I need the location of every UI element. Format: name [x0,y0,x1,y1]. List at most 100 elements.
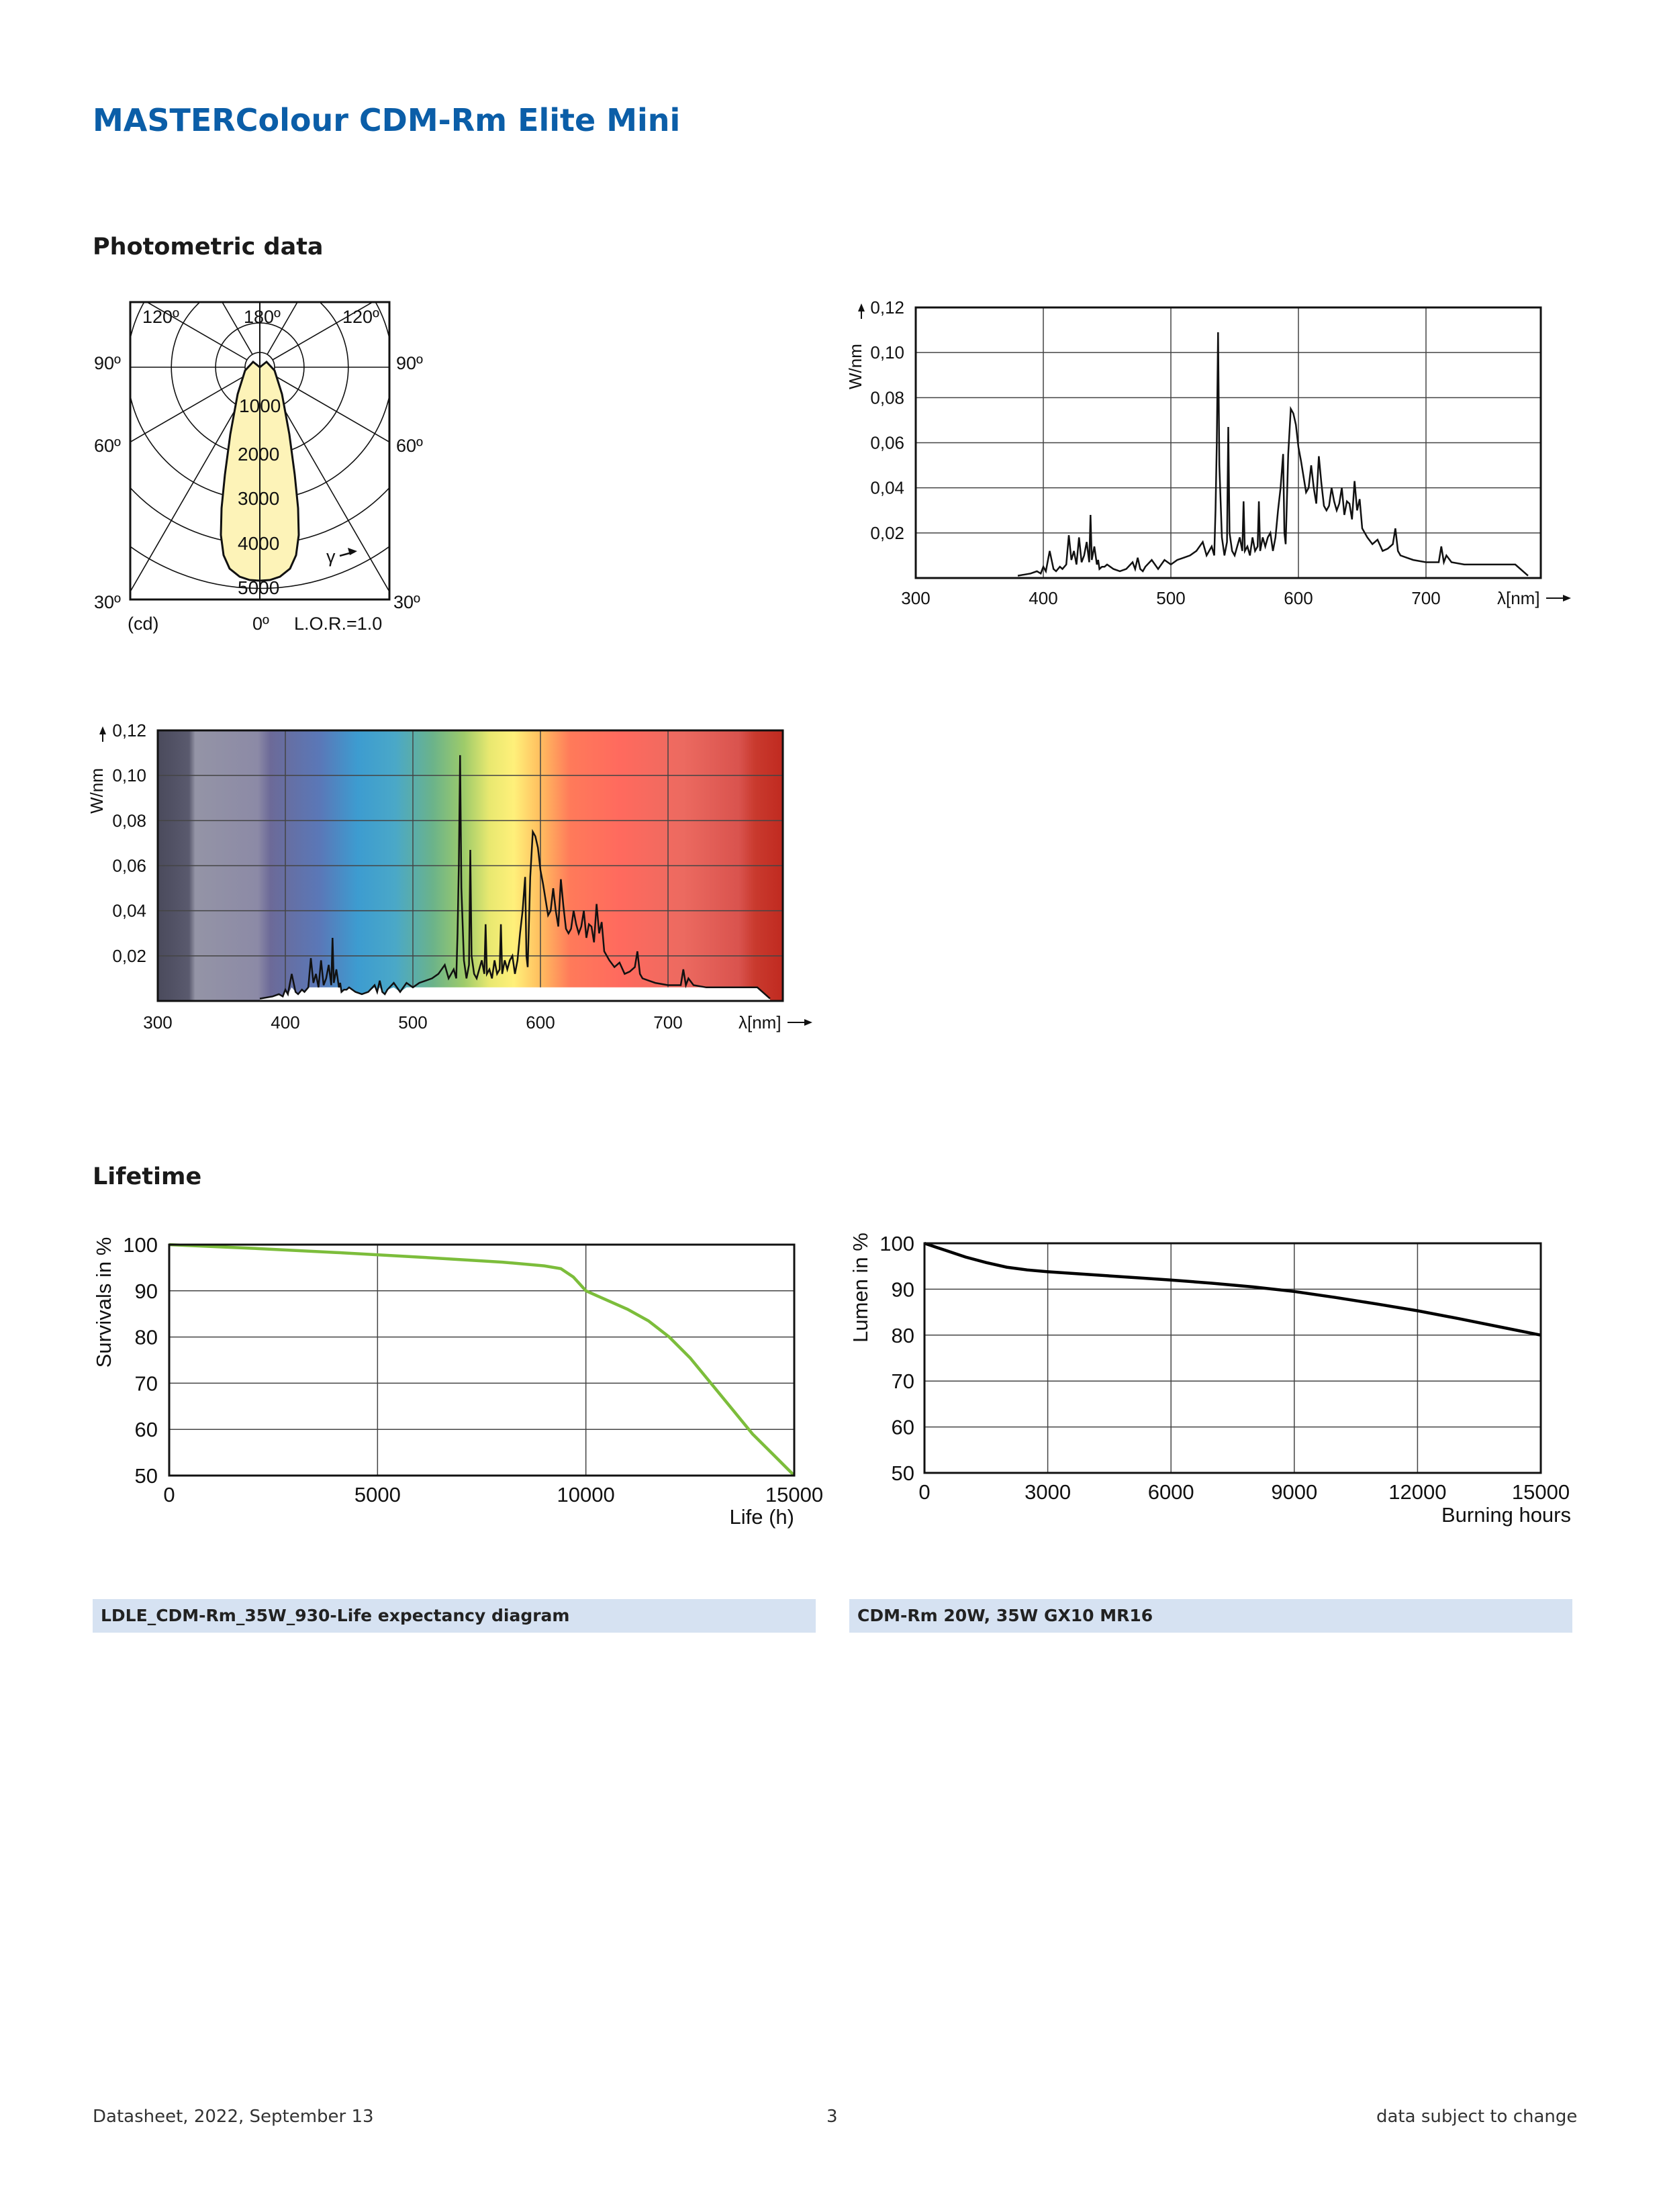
lumen-x-tick-label: 3000 [1025,1480,1071,1504]
spectrum-colored-x-arrow-icon [788,1019,812,1026]
angle-label-120-right: 120º [342,307,379,327]
lumen-y-tick-label: 80 [892,1324,914,1347]
survival-y-tick-label: 90 [135,1280,158,1303]
spectrum-colored-y-tick-label: 0,04 [112,901,146,921]
footer-date: Datasheet, 2022, September 13 [93,2107,374,2127]
lumen-frame [923,1242,1542,1474]
spectrum-plain-frame [914,306,1542,579]
spectrum-plain-x-arrow-icon [1546,595,1571,602]
spectrum-colored-y-arrow-icon [99,726,106,742]
spectrum-plain-curve [1017,332,1529,577]
angle-label-90-right: 90º [396,353,423,373]
spectrum-colored-x-tick-label: 500 [398,1012,427,1032]
lumen-curve [924,1241,1541,1337]
survival-x-tick-label: 5000 [354,1483,401,1506]
spectrum-colored-y-tick-label: 0,10 [112,765,146,785]
spectrum-chart-plain: 0,02 0,04 0,06 0,08 0,10 0,12 300 400 500 600 700… [845,297,1571,608]
angle-label-60-right: 60º [396,436,423,456]
angle-label-90-left: 90º [94,353,121,373]
spectrum-chart-colored: 0,02 0,04 0,06 0,08 0,10 0,12 300 400 500 600 700… [87,720,812,1032]
spectrum-plain-y-label: W/nm [845,344,865,389]
spectrum-plain-x-tick-label: 600 [1284,588,1313,608]
spectrum-colored-y-tick-label: 0,06 [112,856,146,876]
lumen-x-tick-label: 0 [918,1480,930,1504]
spectrum-plain-x-tick-label: 400 [1029,588,1057,608]
spectrum-colored-y-tick-label: 0,08 [112,810,146,830]
survival-y-tick-label: 60 [135,1418,158,1441]
caption-lumen-diagram: CDM-Rm 20W, 35W GX10 MR16 [849,1599,1572,1633]
polar-ray [259,367,389,593]
intensity-label-2000: 2000 [238,444,279,465]
spectrum-colored-x-tick-label: 700 [653,1012,682,1032]
spectrum-plain-y-tick-label: 0,02 [870,523,904,543]
intensity-label-4000: 4000 [238,533,279,554]
survival-grid [169,1245,794,1476]
lumen-y-label: Lumen in % [849,1233,872,1343]
survival-y-tick-label: 100 [123,1233,158,1257]
spectrum-plain-x-tick-label: 700 [1411,588,1440,608]
section-title-photometric: Photometric data [93,234,324,260]
polar-ray [259,367,389,443]
survival-x-tick-label: 15000 [765,1483,823,1506]
survival-y-label: Survivals in % [92,1237,115,1368]
spectrum-plain-y-tick-label: 0,10 [870,342,904,363]
lumen-y-tick-label: 100 [879,1232,914,1255]
lumen-x-tick-label: 15000 [1512,1480,1570,1504]
lumen-x-label: Burning hours [1441,1503,1571,1527]
spectrum-colored-y-label: W/nm [87,768,107,814]
spectrum-plain-y-arrow-icon [858,303,865,319]
lumen-chart: 50 60 70 80 90 100 0 3000 6000 9000 12000 15000 Lu… [849,1232,1571,1527]
lumen-x-tick-label: 6000 [1148,1480,1194,1504]
spectrum-colored-y-tick-label: 0,12 [112,720,146,740]
spectrum-plain-y-tick-label: 0,04 [870,478,904,498]
polar-ray [130,367,260,593]
spectrum-colored-curve [259,755,771,1000]
angle-label-120-left: 120º [142,307,179,327]
spectrum-colored-x-label: λ[nm] [739,1012,781,1032]
caption-life-diagram: LDLE_CDM-Rm_35W_930-Life expectancy diag… [93,1599,816,1633]
survival-x-tick-label: 10000 [557,1483,615,1506]
intensity-label-3000: 3000 [238,488,279,509]
lor-label: L.O.R.=1.0 [294,614,382,634]
lumen-grid [924,1243,1541,1473]
survival-chart: 50 60 70 80 90 100 0 5000 10000 15000 Survivals … [92,1233,823,1529]
angle-label-0: 0º [252,614,269,634]
spectrum-plain-x-label: λ[nm] [1497,588,1540,608]
polar-ray [146,302,260,368]
gamma-label: γ [326,546,336,567]
spectrum-colored-frame [156,729,784,1002]
spectrum-plain-y-tick-label: 0,06 [870,433,904,453]
lumen-y-tick-label: 90 [892,1278,914,1301]
spectrum-plain-y-tick-label: 0,08 [870,387,904,407]
survival-frame [168,1243,796,1477]
footer-page-number: 3 [826,2107,838,2127]
polar-ray [259,302,374,368]
angle-label-60-left: 60º [94,436,121,456]
angle-label-30-left: 30º [94,592,121,612]
spectrum-plain-y-tick-label: 0,12 [870,297,904,318]
candela-unit: (cd) [128,614,159,634]
spectrum-colored-y-tick-label: 0,02 [112,946,146,966]
angle-label-180: 180º [244,307,281,327]
survival-curve [169,1243,796,1477]
intensity-label-1000: 1000 [239,395,281,416]
footer-disclaimer: data subject to change [1376,2107,1578,2127]
survival-x-label: Life (h) [730,1505,794,1529]
survival-y-tick-label: 50 [135,1464,158,1488]
survival-y-tick-label: 80 [135,1326,158,1349]
polar-diagram: 120º 180º 120º 90º 90º 60º 60º 30º 30º 0… [94,301,423,634]
document-title: MASTERColour CDM-Rm Elite Mini [93,102,681,138]
spectrum-plain-x-tick-label: 500 [1156,588,1185,608]
spectrum-colored-x-tick-label: 600 [526,1012,555,1032]
lumen-y-tick-label: 50 [892,1461,914,1485]
polar-ray [130,367,260,443]
section-title-lifetime: Lifetime [93,1163,202,1190]
spectrum-colored-x-tick-label: 400 [271,1012,299,1032]
lumen-y-tick-label: 70 [892,1369,914,1393]
spectrum-colored-x-tick-label: 300 [143,1012,172,1032]
lumen-y-tick-label: 60 [892,1416,914,1439]
gamma-arrow-icon [339,548,357,557]
lumen-x-tick-label: 9000 [1271,1480,1317,1504]
spectrum-colored-mask [260,987,770,1001]
survival-y-tick-label: 70 [135,1372,158,1395]
